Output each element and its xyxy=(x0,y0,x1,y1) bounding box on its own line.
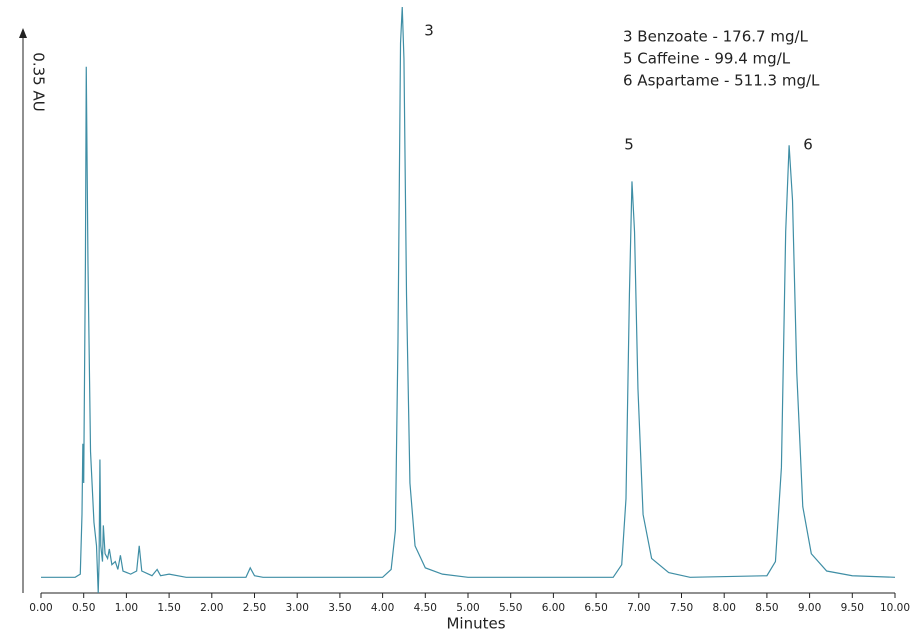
x-axis-label: Minutes xyxy=(446,615,505,633)
x-tick-label: 6.00 xyxy=(542,602,565,614)
trace xyxy=(41,6,896,594)
x-tick-label: 9.50 xyxy=(841,602,864,614)
legend-note: 5 Caffeine - 99.4 mg/L xyxy=(623,50,791,68)
x-tick-label: 2.50 xyxy=(243,602,266,614)
y-axis-label: 0.35 AU xyxy=(30,52,48,111)
x-tick-label: 10.00 xyxy=(880,602,910,614)
x-tick-label: 5.00 xyxy=(456,602,479,614)
x-tick-label: 6.50 xyxy=(584,602,607,614)
x-tick-label: 0.50 xyxy=(72,602,95,614)
x-tick-label: 0.00 xyxy=(29,602,52,614)
peak-label: 5 xyxy=(624,136,634,154)
x-tick-label: 4.50 xyxy=(414,602,437,614)
x-tick-label: 3.00 xyxy=(286,602,309,614)
peak-label: 3 xyxy=(424,22,434,40)
x-tick-label: 7.00 xyxy=(627,602,650,614)
legend-note: 6 Aspartame - 511.3 mg/L xyxy=(623,72,820,90)
x-tick-label: 5.50 xyxy=(499,602,522,614)
x-tick-label: 8.00 xyxy=(713,602,736,614)
legend-note: 3 Benzoate - 176.7 mg/L xyxy=(623,28,809,46)
x-tick-label: 2.00 xyxy=(200,602,223,614)
x-tick-label: 8.50 xyxy=(755,602,778,614)
peak-label: 6 xyxy=(803,136,813,154)
x-tick-label: 4.00 xyxy=(371,602,394,614)
x-tick-label: 9.00 xyxy=(798,602,821,614)
x-tick-label: 3.50 xyxy=(328,602,351,614)
x-tick-label: 7.50 xyxy=(670,602,693,614)
x-tick-label: 1.00 xyxy=(115,602,138,614)
x-tick-label: 1.50 xyxy=(157,602,180,614)
arrow-head xyxy=(19,28,27,38)
